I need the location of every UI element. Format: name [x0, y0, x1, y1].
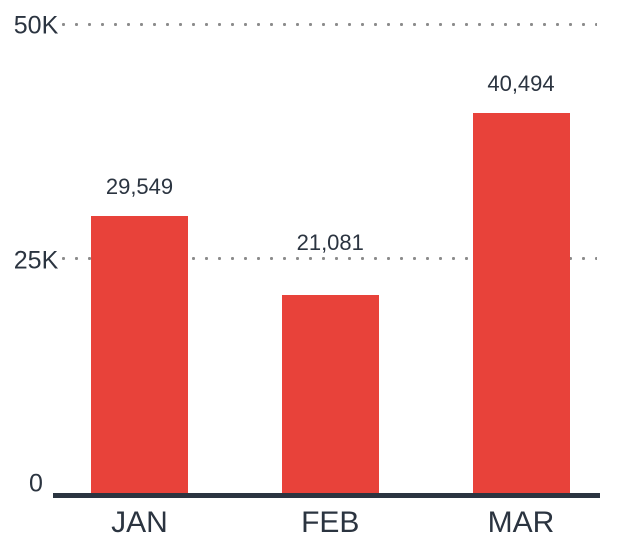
value-label-jan: 29,549 — [105, 173, 174, 199]
bar-jan — [91, 215, 188, 493]
y-tick-label-0: 0 — [29, 469, 43, 498]
bar-feb — [281, 295, 379, 493]
y-tick-label-25k: 25K — [13, 246, 59, 274]
value-label-mar: 40,494 — [487, 71, 555, 97]
x-axis-label-feb: FEB — [301, 506, 360, 539]
x-axis-line — [53, 493, 600, 498]
x-axis-label-jan: JAN — [111, 506, 168, 539]
y-tick-label-50k: 50K — [13, 11, 59, 40]
gridline-50k — [62, 22, 597, 26]
gridline-25k — [62, 257, 597, 260]
bar-mar — [472, 113, 570, 493]
x-axis-label-mar: MAR — [487, 506, 555, 539]
value-label-feb: 21,081 — [296, 230, 364, 256]
